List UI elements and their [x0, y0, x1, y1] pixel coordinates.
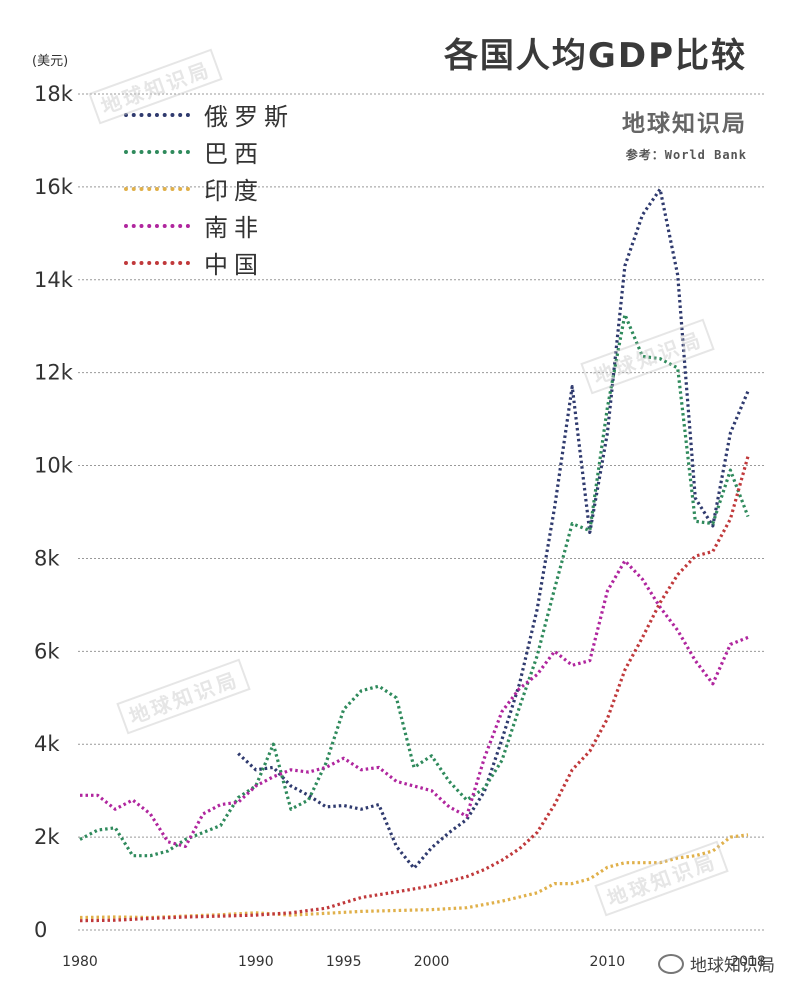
chart-title: 各国人均GDP比较	[443, 36, 747, 76]
legend-item: 巴西	[124, 133, 294, 170]
y-axis-ticks: 0 2k 4k 6k 8k 10k 12k 14k 16k 18k	[34, 82, 74, 942]
x-tick-label: 1990	[238, 954, 274, 970]
y-tick-label: 0	[34, 918, 47, 942]
x-tick-label: 1995	[326, 954, 362, 970]
series-line-4	[79, 455, 750, 923]
legend-swatch	[124, 260, 190, 265]
legend-item: 南非	[124, 207, 294, 244]
y-tick-label: 12k	[34, 361, 74, 385]
footer: 地球知识局	[658, 951, 775, 976]
series-line-1	[79, 313, 750, 858]
y-tick-label: 18k	[34, 82, 74, 106]
legend-swatch	[124, 223, 190, 228]
y-tick-label: 10k	[34, 454, 74, 478]
x-axis-ticks: 1980 1990 1995 2000 2010 2018	[62, 954, 766, 970]
series-lines	[79, 187, 750, 923]
y-tick-label: 14k	[34, 268, 74, 292]
legend-label: 中国	[204, 251, 264, 279]
series-line-0	[237, 187, 750, 870]
legend-swatch	[124, 149, 190, 154]
footer-label: 地球知识局	[690, 956, 775, 976]
source-label: 参考：World Bank	[625, 148, 747, 162]
legend-swatch	[124, 112, 190, 117]
wechat-icon	[658, 953, 684, 974]
x-tick-label: 2018	[730, 954, 766, 970]
x-tick-label: 2010	[590, 954, 626, 970]
legend-label: 巴西	[204, 140, 264, 168]
brand-label: 地球知识局	[622, 111, 747, 137]
y-tick-label: 8k	[34, 546, 60, 570]
x-tick-label: 1980	[62, 954, 98, 970]
legend-item: 印度	[124, 170, 294, 207]
legend-swatch	[124, 186, 190, 191]
legend-item: 俄罗斯	[124, 96, 294, 133]
legend-label: 南非	[204, 214, 264, 242]
legend: 俄罗斯巴西印度南非中国	[124, 96, 294, 281]
x-tick-label: 2000	[414, 954, 450, 970]
y-axis-unit: (美元)	[32, 54, 69, 69]
y-tick-label: 2k	[34, 825, 60, 849]
y-tick-label: 4k	[34, 732, 60, 756]
gridlines	[78, 93, 765, 931]
y-tick-label: 16k	[34, 175, 74, 199]
legend-item: 中国	[124, 244, 294, 281]
legend-label: 俄罗斯	[204, 103, 294, 131]
y-tick-label: 6k	[34, 639, 60, 663]
legend-label: 印度	[204, 177, 264, 205]
